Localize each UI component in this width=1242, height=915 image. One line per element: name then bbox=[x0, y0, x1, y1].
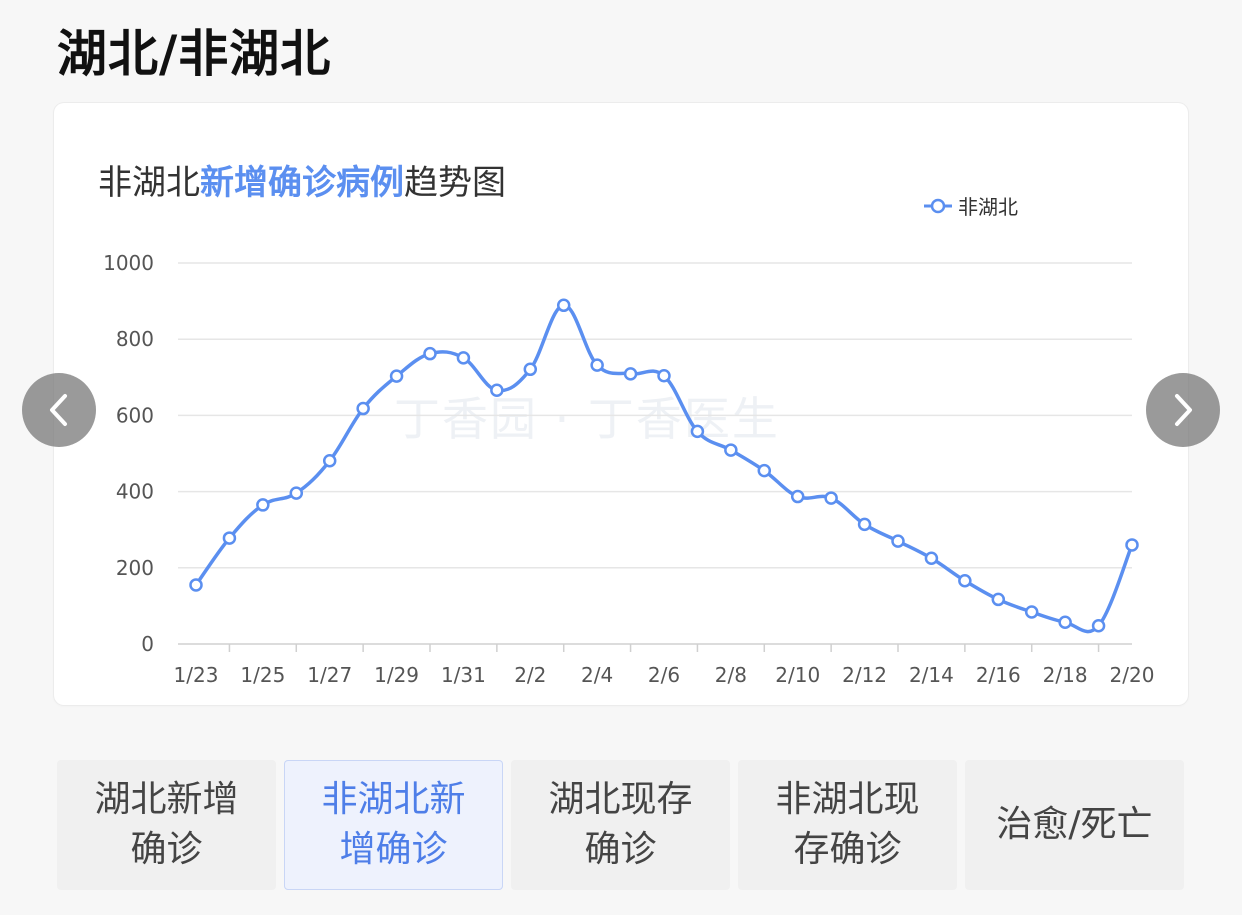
x-tick-label: 2/2 bbox=[514, 663, 546, 687]
data-point bbox=[523, 362, 538, 377]
x-tick-label: 1/27 bbox=[307, 663, 352, 687]
data-point bbox=[724, 443, 738, 457]
data-point bbox=[790, 489, 805, 504]
tab-non-hubei-current-confirmed[interactable]: 非湖北现存确诊 bbox=[738, 760, 957, 890]
data-point bbox=[490, 383, 504, 398]
data-point bbox=[857, 517, 872, 532]
data-point bbox=[891, 534, 905, 548]
data-point bbox=[389, 369, 404, 383]
data-point bbox=[690, 424, 705, 439]
data-point bbox=[556, 298, 571, 313]
data-point bbox=[623, 367, 638, 381]
next-chart-button[interactable] bbox=[1146, 373, 1220, 447]
x-tick-label: 2/4 bbox=[581, 663, 613, 687]
prev-chart-button[interactable] bbox=[22, 373, 96, 447]
chart-card: 非湖北新增确诊病例趋势图 非湖北 丁香园 · 丁香医生 0 200 400 600 80… bbox=[54, 103, 1188, 705]
chart-title: 非湖北新增确诊病例趋势图 bbox=[98, 155, 506, 204]
data-point bbox=[289, 486, 304, 500]
data-point bbox=[657, 369, 671, 383]
x-tick-label: 2/10 bbox=[775, 663, 820, 687]
chart-tabs: 湖北新增确诊 非湖北新增确诊 湖北现存确诊 非湖北现存确诊 治愈/死亡 bbox=[57, 760, 1184, 890]
y-tick-label: 600 bbox=[116, 403, 154, 427]
data-point bbox=[924, 551, 939, 566]
x-tick-label: 2/6 bbox=[648, 663, 680, 687]
legend-label: 非湖北 bbox=[958, 195, 1018, 219]
x-tick-label: 2/18 bbox=[1043, 663, 1088, 687]
data-point bbox=[757, 463, 772, 478]
chart-title-suffix: 趋势图 bbox=[404, 163, 506, 203]
chevron-right-icon bbox=[1175, 394, 1192, 426]
data-point bbox=[322, 453, 337, 468]
data-point bbox=[1091, 618, 1106, 633]
tab-hubei-current-confirmed[interactable]: 湖北现存确诊 bbox=[511, 760, 730, 890]
section-title: 湖北/非湖北 bbox=[57, 25, 332, 83]
chart-legend[interactable]: 非湖北 bbox=[922, 191, 1018, 220]
x-tick-label: 2/12 bbox=[842, 663, 887, 687]
data-point bbox=[256, 498, 270, 512]
x-tick-label: 1/29 bbox=[374, 663, 419, 687]
line-chart: 0 200 400 600 800 1000 1/23 1/25 1/27 1/29 1/31 2/2… bbox=[103, 251, 1155, 687]
legend-line-marker-icon bbox=[924, 198, 952, 213]
x-tick-label: 2/20 bbox=[1110, 663, 1155, 687]
y-tick-label: 1000 bbox=[103, 251, 154, 275]
data-point bbox=[423, 346, 437, 361]
x-tick-label: 2/16 bbox=[976, 663, 1021, 687]
x-tick-label: 1/23 bbox=[174, 663, 219, 687]
y-tick-label: 400 bbox=[116, 480, 154, 504]
data-point bbox=[1125, 538, 1139, 552]
tab-hubei-new-confirmed[interactable]: 湖北新增确诊 bbox=[57, 760, 276, 890]
x-tick-label: 1/25 bbox=[240, 663, 285, 687]
y-tick-label: 0 bbox=[141, 632, 154, 656]
series-line bbox=[194, 303, 1134, 634]
tab-cured-deaths[interactable]: 治愈/死亡 bbox=[965, 760, 1184, 890]
chart-title-prefix: 非湖北 bbox=[98, 163, 200, 203]
x-tick-label: 1/31 bbox=[441, 663, 486, 687]
tab-non-hubei-new-confirmed[interactable]: 非湖北新增确诊 bbox=[284, 760, 503, 890]
data-point bbox=[958, 574, 972, 588]
x-tick-label: 2/14 bbox=[909, 663, 954, 687]
chevron-left-icon bbox=[50, 394, 67, 426]
data-point bbox=[222, 531, 237, 545]
data-point bbox=[356, 401, 370, 416]
y-tick-label: 200 bbox=[116, 556, 154, 580]
x-tick-label: 2/8 bbox=[715, 663, 747, 687]
y-tick-label: 800 bbox=[116, 327, 154, 351]
data-point bbox=[824, 491, 838, 505]
data-point bbox=[1024, 605, 1039, 619]
chart-title-highlight: 新增确诊病例 bbox=[200, 163, 404, 203]
data-point bbox=[991, 592, 1006, 607]
data-point bbox=[1058, 615, 1072, 630]
data-point bbox=[590, 358, 604, 372]
data-point bbox=[189, 578, 203, 592]
data-point bbox=[456, 351, 471, 365]
